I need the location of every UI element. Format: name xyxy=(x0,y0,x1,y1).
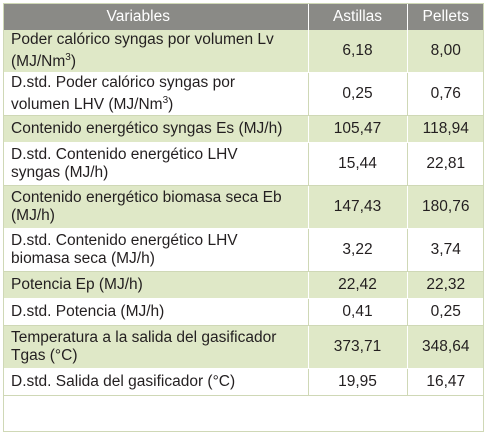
cell-astillas: 15,44 xyxy=(308,142,408,186)
table-row: Poder calórico syngas por volumen Lv (MJ/… xyxy=(3,30,484,73)
cell-pellets: 348,64 xyxy=(407,325,484,369)
cell-astillas: 19,95 xyxy=(308,368,408,396)
cell-astillas: 105,47 xyxy=(308,115,408,143)
cell-astillas: 3,22 xyxy=(308,228,408,272)
data-table: Variables Astillas Pellets Poder calóric… xyxy=(3,3,484,396)
cell-pellets: 0,76 xyxy=(407,72,484,116)
row-label: Contenido energético syngas Es (MJ/h) xyxy=(3,115,309,143)
row-label: D.std. Salida del gasificador (°C) xyxy=(3,368,309,396)
cell-astillas: 147,43 xyxy=(308,185,408,229)
row-label: D.std. Potencia (MJ/h) xyxy=(3,298,309,326)
header-variables: Variables xyxy=(3,3,309,30)
table-row: D.std. Poder calórico syngas por volumen … xyxy=(3,72,484,116)
cell-pellets: 3,74 xyxy=(407,228,484,272)
cell-pellets: 16,47 xyxy=(407,368,484,396)
row-label: Contenido energético biomasa seca Eb (MJ/… xyxy=(3,185,309,229)
cell-astillas: 0,41 xyxy=(308,298,408,326)
cell-astillas: 22,42 xyxy=(308,271,408,299)
row-label: D.std. Poder calórico syngas por volumen … xyxy=(3,72,309,116)
table-header-row: Variables Astillas Pellets xyxy=(3,3,484,30)
cell-pellets: 0,25 xyxy=(407,298,484,326)
row-label: Poder calórico syngas por volumen Lv (MJ/… xyxy=(3,30,309,73)
table-row: D.std. Contenido energético LHV syngas (M… xyxy=(3,142,484,186)
table-row: D.std. Contenido energético LHV biomasa s… xyxy=(3,228,484,272)
table-row: Potencia Ep (MJ/h) 22,42 22,32 xyxy=(3,271,484,299)
cell-astillas: 6,18 xyxy=(308,30,408,73)
cell-astillas: 373,71 xyxy=(308,325,408,369)
table-row: D.std. Potencia (MJ/h) 0,41 0,25 xyxy=(3,298,484,326)
row-label: Temperatura a la salida del gasificador T… xyxy=(3,325,309,369)
row-label: D.std. Contenido energético LHV syngas (M… xyxy=(3,142,309,186)
cell-astillas: 0,25 xyxy=(308,72,408,116)
table-row: Temperatura a la salida del gasificador T… xyxy=(3,325,484,369)
cell-pellets: 22,81 xyxy=(407,142,484,186)
table-row: Contenido energético biomasa seca Eb (MJ/… xyxy=(3,185,484,229)
cell-pellets: 8,00 xyxy=(407,30,484,73)
cell-pellets: 118,94 xyxy=(407,115,484,143)
header-astillas: Astillas xyxy=(308,3,408,30)
header-pellets: Pellets xyxy=(407,3,484,30)
cell-pellets: 22,32 xyxy=(407,271,484,299)
table-row: D.std. Salida del gasificador (°C) 19,95… xyxy=(3,368,484,396)
row-label: D.std. Contenido energético LHV biomasa s… xyxy=(3,228,309,272)
table-row: Contenido energético syngas Es (MJ/h) 10… xyxy=(3,115,484,143)
cell-pellets: 180,76 xyxy=(407,185,484,229)
row-label: Potencia Ep (MJ/h) xyxy=(3,271,309,299)
